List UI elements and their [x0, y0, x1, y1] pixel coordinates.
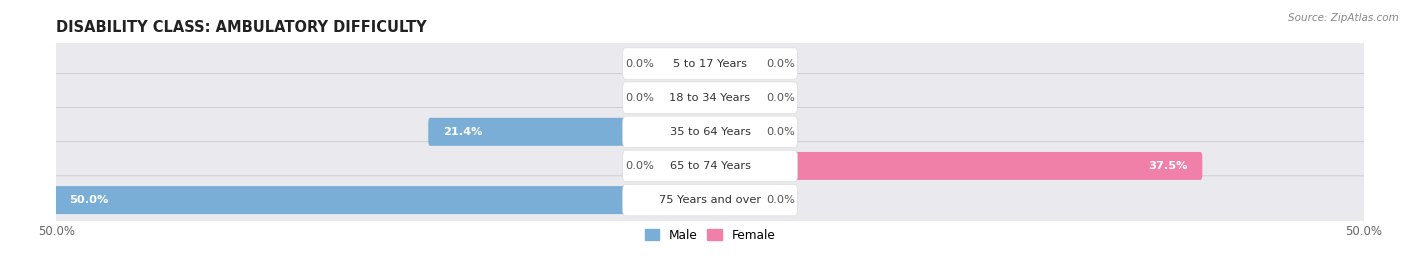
FancyBboxPatch shape — [623, 82, 797, 113]
FancyBboxPatch shape — [623, 116, 797, 147]
Text: 65 to 74 Years: 65 to 74 Years — [669, 161, 751, 171]
FancyBboxPatch shape — [662, 49, 711, 77]
FancyBboxPatch shape — [52, 39, 1368, 88]
Text: 35 to 64 Years: 35 to 64 Years — [669, 127, 751, 137]
Legend: Male, Female: Male, Female — [640, 224, 780, 246]
Text: 0.0%: 0.0% — [766, 195, 796, 205]
FancyBboxPatch shape — [709, 84, 758, 112]
FancyBboxPatch shape — [709, 152, 1202, 180]
FancyBboxPatch shape — [52, 73, 1368, 122]
FancyBboxPatch shape — [52, 142, 1368, 190]
Text: 37.5%: 37.5% — [1147, 161, 1187, 171]
FancyBboxPatch shape — [662, 84, 711, 112]
FancyBboxPatch shape — [55, 186, 711, 214]
FancyBboxPatch shape — [709, 186, 758, 214]
FancyBboxPatch shape — [709, 49, 758, 77]
Text: 18 to 34 Years: 18 to 34 Years — [669, 93, 751, 103]
FancyBboxPatch shape — [52, 176, 1368, 224]
Text: 21.4%: 21.4% — [443, 127, 482, 137]
FancyBboxPatch shape — [623, 184, 797, 216]
FancyBboxPatch shape — [623, 150, 797, 182]
Text: 75 Years and over: 75 Years and over — [659, 195, 761, 205]
Text: 0.0%: 0.0% — [766, 127, 796, 137]
Text: 5 to 17 Years: 5 to 17 Years — [673, 59, 747, 69]
Text: 0.0%: 0.0% — [624, 161, 654, 171]
FancyBboxPatch shape — [429, 118, 711, 146]
Text: 0.0%: 0.0% — [624, 93, 654, 103]
Text: Source: ZipAtlas.com: Source: ZipAtlas.com — [1288, 13, 1399, 23]
Text: 50.0%: 50.0% — [69, 195, 108, 205]
Text: 0.0%: 0.0% — [766, 93, 796, 103]
FancyBboxPatch shape — [662, 152, 711, 180]
FancyBboxPatch shape — [709, 118, 758, 146]
FancyBboxPatch shape — [623, 48, 797, 79]
FancyBboxPatch shape — [52, 108, 1368, 156]
Text: DISABILITY CLASS: AMBULATORY DIFFICULTY: DISABILITY CLASS: AMBULATORY DIFFICULTY — [56, 20, 427, 35]
Text: 0.0%: 0.0% — [624, 59, 654, 69]
Text: 0.0%: 0.0% — [766, 59, 796, 69]
